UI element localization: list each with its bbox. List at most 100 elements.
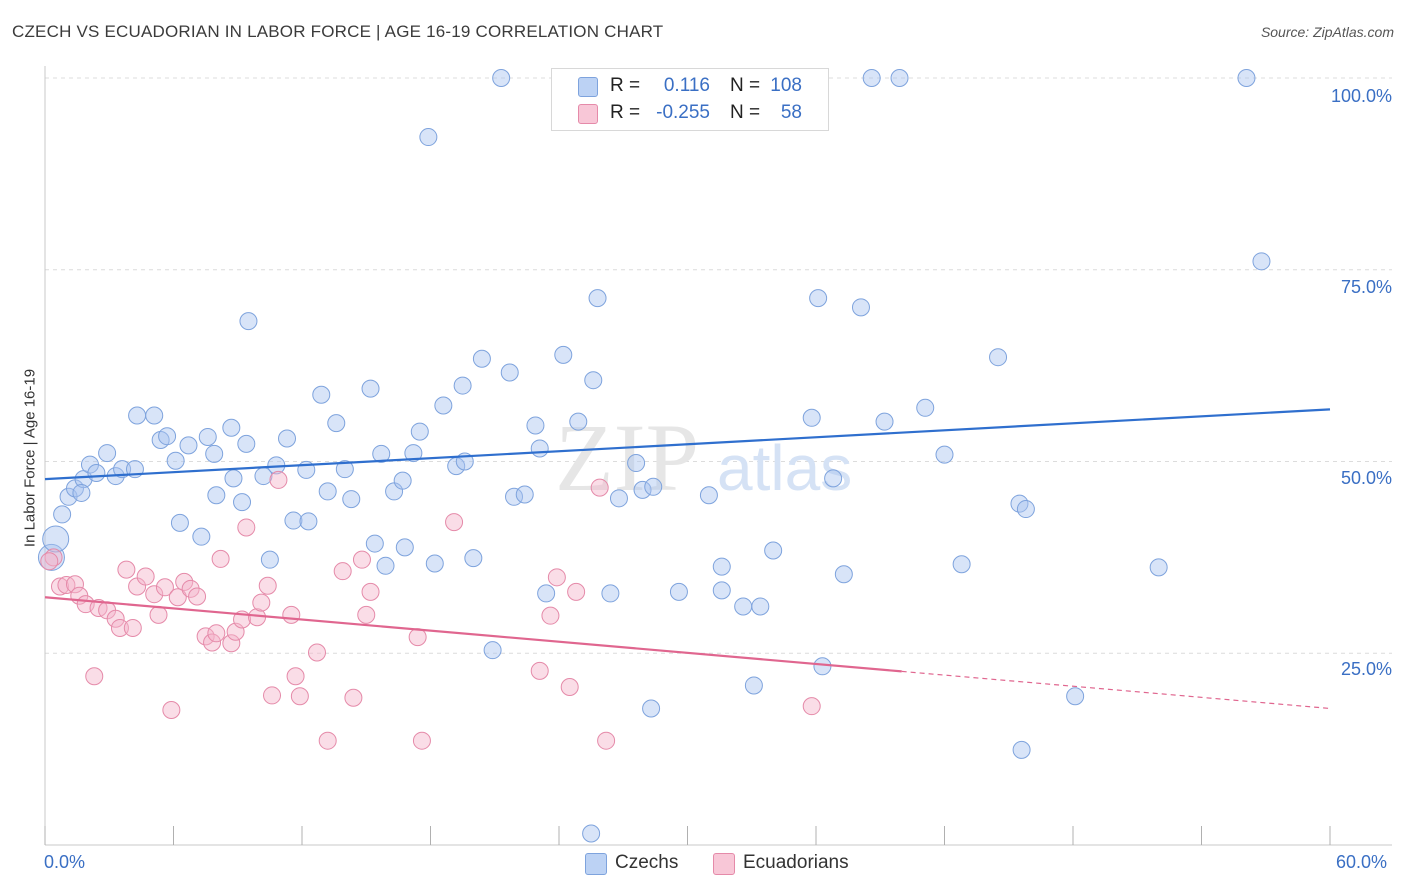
- point-ecuadorians: [136, 567, 155, 586]
- legend-n-label: N =: [730, 102, 761, 123]
- point-czechs: [464, 549, 483, 568]
- y-tick-50: 50.0%: [1340, 468, 1392, 488]
- x-tick-min: 0.0%: [44, 852, 86, 872]
- point-czechs: [472, 349, 491, 368]
- point-czechs: [537, 584, 556, 603]
- point-czechs: [627, 454, 646, 473]
- point-czechs: [669, 582, 688, 601]
- point-ecuadorians: [155, 578, 174, 597]
- point-czechs: [53, 505, 72, 524]
- point-czechs: [342, 490, 361, 509]
- point-ecuadorians: [560, 677, 579, 696]
- point-ecuadorians: [597, 731, 616, 750]
- point-czechs: [764, 541, 783, 560]
- point-czechs: [372, 444, 391, 463]
- point-czechs: [644, 477, 663, 496]
- point-czechs: [72, 483, 91, 502]
- point-czechs: [205, 444, 224, 463]
- legend-n-label: N =: [730, 75, 761, 96]
- point-czechs: [260, 550, 279, 569]
- point-czechs: [284, 511, 303, 530]
- point-ecuadorians: [408, 628, 427, 647]
- point-czechs: [87, 464, 106, 483]
- point-czechs: [1252, 252, 1271, 271]
- point-ecuadorians: [445, 513, 464, 532]
- point-ecuadorians: [123, 618, 142, 637]
- stats-legend: R = 0.116 N = 108 R = -0.255 N = 58: [551, 68, 829, 131]
- point-ecuadorians: [168, 588, 187, 607]
- point-czechs: [237, 434, 256, 453]
- point-czechs: [712, 557, 731, 576]
- point-czechs: [1149, 558, 1168, 577]
- point-czechs: [1012, 740, 1031, 759]
- point-czechs: [198, 427, 217, 446]
- point-ecuadorians: [188, 587, 207, 606]
- point-ecuadorians: [258, 576, 277, 595]
- point-czechs: [395, 538, 414, 557]
- point-ecuadorians: [237, 518, 256, 537]
- point-czechs: [425, 554, 444, 573]
- point-czechs: [170, 513, 189, 532]
- point-czechs: [584, 371, 603, 390]
- point-ecuadorians: [361, 582, 380, 601]
- point-czechs: [222, 418, 241, 437]
- legend-row-czechs: R = 0.116 N = 108: [552, 74, 828, 100]
- point-czechs: [278, 429, 297, 448]
- point-czechs: [515, 485, 534, 504]
- point-ecuadorians: [162, 701, 181, 720]
- trend-lines: [44, 408, 1331, 710]
- point-ecuadorians: [149, 605, 168, 624]
- point-ecuadorians: [541, 606, 560, 625]
- point-ecuadorians: [181, 579, 200, 598]
- point-czechs: [98, 444, 117, 463]
- point-czechs: [393, 471, 412, 490]
- point-czechs: [434, 396, 453, 415]
- point-ecuadorians: [207, 624, 226, 643]
- point-ecuadorians: [211, 549, 230, 568]
- legend-r-label: R =: [610, 75, 641, 96]
- point-ecuadorians: [344, 688, 363, 707]
- point-czechs: [453, 376, 472, 395]
- point-czechs: [1016, 500, 1035, 519]
- point-czechs: [751, 597, 770, 616]
- trend-line-czechs: [44, 408, 1331, 481]
- point-czechs: [875, 412, 894, 431]
- point-czechs: [166, 451, 185, 470]
- point-ecuadorians: [530, 661, 549, 680]
- point-ecuadorians: [802, 697, 821, 716]
- axes: [44, 66, 1392, 846]
- legend-swatch-czechs: [578, 77, 598, 97]
- point-czechs: [935, 445, 954, 464]
- point-ecuadorians: [290, 687, 309, 706]
- point-ecuadorians: [352, 550, 371, 569]
- y-tick-75: 75.0%: [1340, 277, 1392, 297]
- point-czechs: [179, 436, 198, 455]
- trend-line-ecuadorians: [44, 596, 902, 673]
- watermark-atlas: atlas: [717, 432, 852, 504]
- point-czechs: [145, 406, 164, 425]
- point-czechs: [712, 581, 731, 600]
- legend-swatch-ecuadorians: [578, 104, 598, 124]
- point-ecuadorians: [318, 731, 337, 750]
- point-czechs: [1237, 69, 1256, 87]
- source-credit: Source: ZipAtlas.com: [1260, 24, 1394, 40]
- point-ecuadorians: [286, 667, 305, 686]
- point-ecuadorians: [567, 582, 586, 601]
- point-czechs: [233, 493, 252, 512]
- chart-title: CZECH VS ECUADORIAN IN LABOR FORCE | AGE…: [12, 22, 664, 41]
- point-czechs: [299, 512, 318, 531]
- point-czechs: [862, 69, 881, 87]
- point-ecuadorians: [357, 605, 376, 624]
- point-czechs: [500, 363, 519, 382]
- point-czechs: [530, 439, 549, 458]
- point-czechs: [318, 482, 337, 501]
- point-czechs: [582, 824, 601, 843]
- point-czechs: [239, 312, 258, 331]
- point-czechs: [952, 555, 971, 574]
- point-czechs: [989, 348, 1008, 367]
- point-ecuadorians: [110, 618, 129, 637]
- point-czechs: [419, 128, 438, 147]
- point-czechs: [554, 345, 573, 364]
- point-czechs: [813, 657, 832, 676]
